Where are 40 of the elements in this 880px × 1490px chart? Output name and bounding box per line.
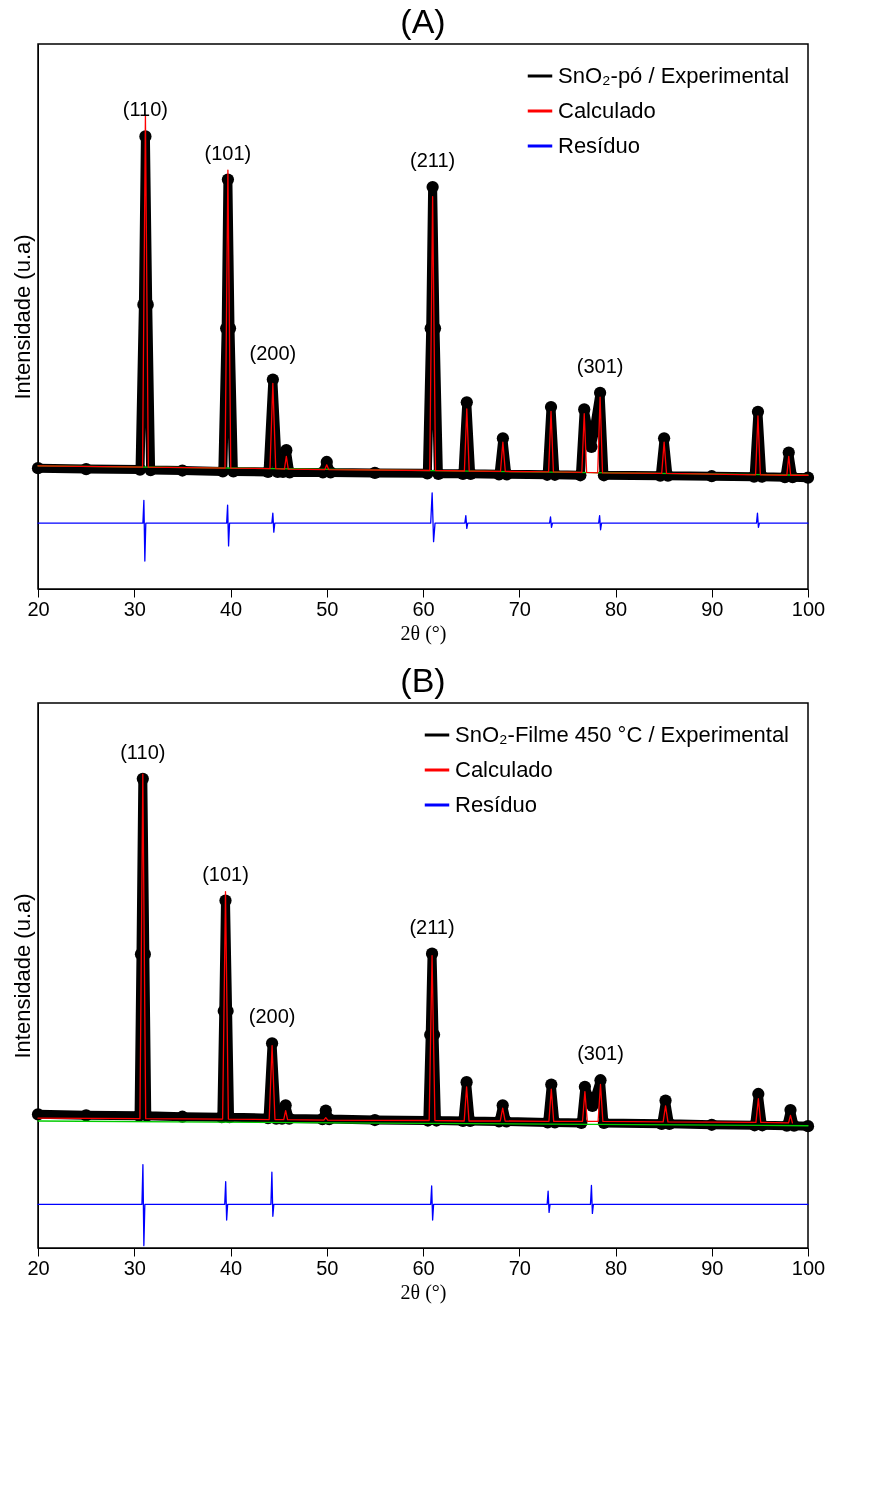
y-axis-title: Intensidade (u.a) bbox=[9, 893, 35, 1059]
annotation: (211) bbox=[410, 149, 456, 172]
x-tick-label: 60 bbox=[412, 597, 435, 620]
legend-label: SnO₂-Filme 450 °C / Experimental bbox=[455, 722, 790, 747]
annotation: (200) bbox=[248, 1005, 296, 1028]
legend-label: Calculado bbox=[455, 757, 553, 782]
x-tick-label: 40 bbox=[219, 1256, 243, 1279]
x-tick-label: 50 bbox=[316, 1256, 339, 1279]
chart-title: (A) bbox=[400, 2, 446, 40]
legend-label: Resíduo bbox=[455, 792, 537, 817]
x-tick-label: 100 bbox=[791, 597, 826, 620]
x-tick-label: 90 bbox=[701, 597, 724, 620]
annotation: (301) bbox=[577, 1042, 624, 1065]
x-tick-label: 20 bbox=[27, 597, 50, 620]
legend-label: Calculado bbox=[558, 98, 656, 123]
x-tick-label: 100 bbox=[791, 1256, 826, 1279]
x-tick-label: 80 bbox=[604, 1256, 628, 1279]
x-tick-label: 70 bbox=[508, 597, 531, 620]
x-tick-label: 90 bbox=[701, 1256, 724, 1279]
x-tick-label: 50 bbox=[316, 597, 339, 620]
x-tick-label: 70 bbox=[508, 1256, 531, 1279]
annotation: (301) bbox=[576, 354, 624, 377]
annotation: (110) bbox=[120, 740, 166, 763]
legend-label: Resíduo bbox=[558, 133, 640, 158]
annotation: (200) bbox=[249, 341, 297, 364]
chart-title: (B) bbox=[400, 661, 446, 699]
legend-label: SnO₂-pó / Experimental bbox=[558, 63, 790, 88]
x-axis-title: 2θ (°) bbox=[400, 1280, 447, 1304]
x-tick-label: 80 bbox=[604, 597, 628, 620]
x-tick-label: 20 bbox=[27, 1256, 50, 1279]
x-tick-label: 40 bbox=[219, 597, 243, 620]
x-tick-label: 60 bbox=[412, 1256, 435, 1279]
annotation: (110) bbox=[122, 98, 169, 121]
x-axis-title: 2θ (°) bbox=[400, 621, 447, 645]
annotation: (211) bbox=[409, 915, 455, 938]
x-tick-label: 30 bbox=[123, 597, 146, 620]
y-axis-title: Intensidade (u.a) bbox=[9, 234, 35, 400]
x-tick-label: 30 bbox=[123, 1256, 146, 1279]
annotation: (101) bbox=[202, 862, 249, 885]
annotation: (101) bbox=[204, 141, 252, 164]
